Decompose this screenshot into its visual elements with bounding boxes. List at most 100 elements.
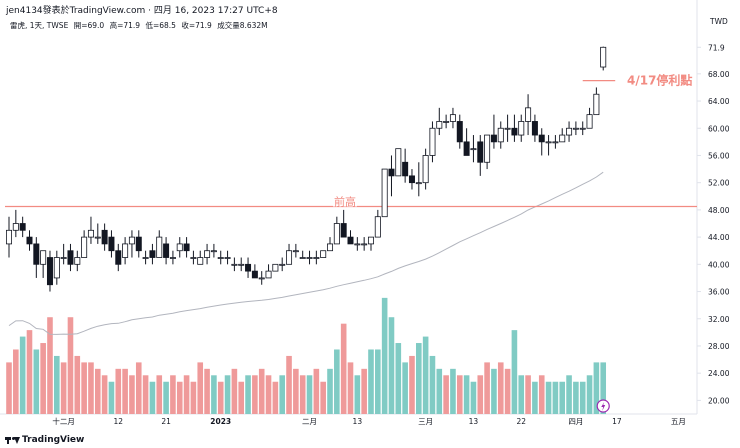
volume-bar (81, 362, 87, 414)
volume-bar (327, 368, 333, 414)
x-tick-label: 五月 (671, 417, 686, 426)
volume-bar (224, 375, 231, 414)
volume-bar (94, 368, 101, 414)
candle-body (26, 236, 33, 245)
volume-bar (299, 375, 306, 414)
y-tick-label: 40.00 (708, 260, 730, 269)
volume-bar (443, 375, 449, 414)
close-value: 收=71.9 (181, 21, 212, 30)
tradingview-footer: TradingView (5, 435, 84, 445)
candle-body (374, 216, 381, 238)
candle-body (279, 263, 286, 266)
candle-body (19, 223, 26, 231)
volume-bar (456, 375, 463, 414)
volume-value: 成交量8.632M (217, 21, 268, 30)
x-tick-label: 三月 (418, 417, 433, 426)
volume-bar (142, 375, 149, 414)
volume-bar (532, 381, 538, 414)
volume-bar (238, 381, 245, 414)
candle-body (545, 141, 552, 144)
volume-bar (54, 355, 60, 414)
candle-body (163, 243, 170, 258)
volume-bar (190, 381, 197, 414)
candle-body (566, 127, 573, 136)
x-tick-label: 13 (353, 417, 363, 426)
candle-body (74, 257, 81, 265)
volume-bar (163, 381, 169, 414)
candle-body (429, 127, 436, 156)
candle-body (463, 141, 470, 156)
candle-body (156, 236, 163, 258)
candle-body (381, 168, 388, 218)
candle-body (94, 236, 101, 239)
x-tick-label: 二月 (302, 417, 317, 426)
candle-body (224, 257, 231, 259)
candle-body (518, 121, 525, 136)
volume-bar (252, 375, 258, 414)
previous-high-label-bg (333, 196, 357, 207)
lightning-glyph (601, 402, 606, 411)
volume-bar (586, 375, 593, 414)
volume-bar (101, 375, 108, 414)
volume-bar (340, 323, 347, 414)
candle-body (210, 250, 217, 253)
candle-body (525, 107, 532, 122)
candle-body (449, 114, 456, 122)
candle-body (327, 243, 334, 252)
low-value: 低=68.5 (145, 21, 176, 30)
volume-bar (477, 375, 484, 414)
candle-body (456, 121, 463, 143)
take-profit-label: 4/17停利點 (627, 73, 692, 88)
high-value: 高=71.9 (109, 21, 141, 30)
volume-bar (395, 343, 402, 414)
candle-body (313, 257, 320, 259)
candle-body (101, 229, 108, 245)
volume-bar (573, 381, 579, 414)
date-label: 四月 16, 2023 17:27 UTC+8 (153, 6, 278, 16)
y-tick-label: 48.00 (708, 206, 730, 215)
y-tick-label: 24.00 (708, 369, 730, 378)
candle-body (115, 250, 122, 265)
candle-body (204, 250, 211, 258)
candle-body (46, 257, 53, 286)
y-tick-label: 32.00 (708, 315, 730, 324)
y-tick-label: 20.00 (708, 396, 730, 405)
currency-label: TWD (709, 17, 728, 26)
y-tick-label: 64.00 (708, 97, 730, 106)
volume-bar (47, 317, 53, 414)
candle-body (272, 263, 279, 272)
candle-body (408, 175, 415, 184)
candle-body (361, 243, 368, 246)
volume-bar (122, 368, 128, 414)
volume-bar (381, 297, 388, 414)
volume-bar (388, 317, 395, 414)
volume-bar (497, 362, 504, 414)
volume-bar (470, 381, 477, 414)
x-tick-label: 四月 (568, 417, 583, 426)
candle-body (367, 236, 374, 245)
volume-bar (88, 362, 94, 414)
candle-body (388, 168, 395, 177)
candle-body (402, 161, 409, 177)
candle-body (87, 229, 94, 238)
volume-bar (484, 362, 490, 414)
candle-body (142, 257, 149, 259)
volume-bar (258, 368, 265, 414)
volume-bar (525, 375, 531, 414)
volume-bar (313, 368, 320, 414)
volume-bar (40, 343, 46, 414)
candle-body (579, 127, 586, 130)
x-tick-label: 十二月 (52, 416, 75, 426)
candle-body (197, 257, 204, 265)
x-tick-label: 22 (516, 417, 526, 426)
volume-bar (211, 375, 217, 414)
volume-bar (354, 375, 361, 414)
candle-body (436, 121, 443, 129)
y-tick-label: 36.00 (708, 288, 730, 297)
y-tick-label: 71.9 (708, 43, 725, 52)
volume-bar (429, 355, 436, 414)
candle-body (333, 223, 340, 245)
y-tick-label: 60.00 (708, 124, 730, 133)
volume-bar (559, 381, 566, 414)
